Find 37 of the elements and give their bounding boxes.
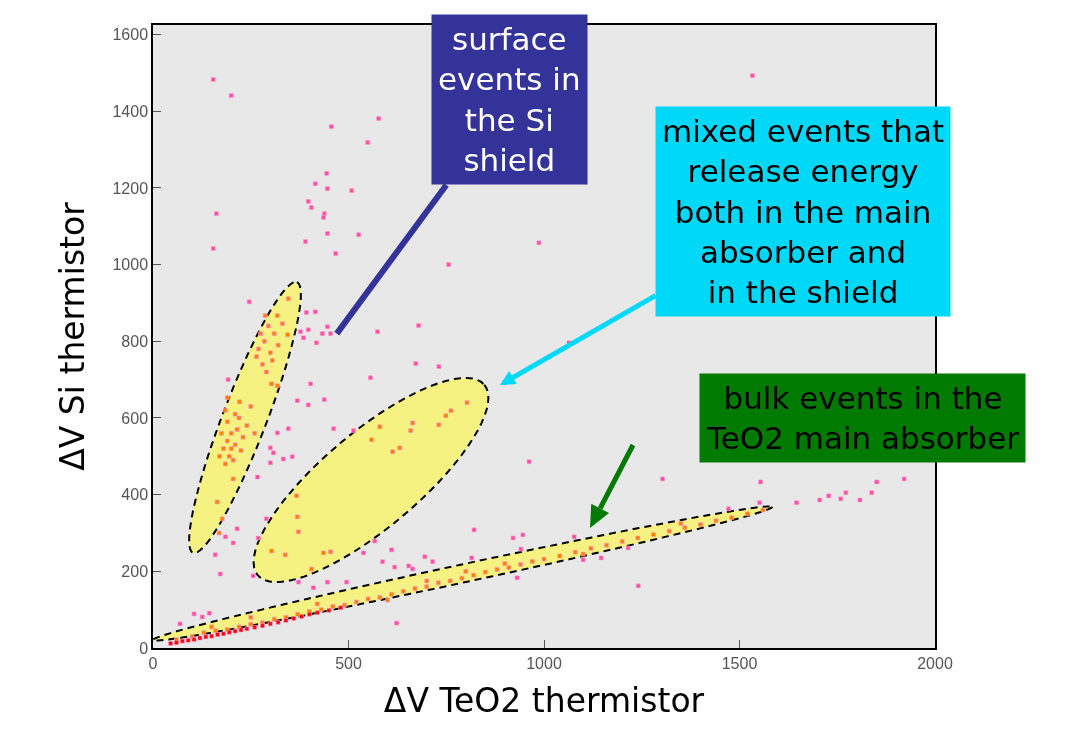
point [291,616,297,621]
point [275,620,281,625]
point [260,623,265,629]
x-axis-title: ΔV TeO2 thermistor [383,681,705,721]
point [209,633,214,639]
y-tick-label: 800 [121,332,149,350]
x-tick-label: 1500 [721,654,758,672]
x-tick-label: 1000 [526,654,562,672]
annotation: surface events in the Si shield [438,21,581,178]
point [232,628,238,634]
point [314,610,320,616]
y-tick-label: 600 [121,409,149,427]
point [185,638,191,643]
point [299,614,304,619]
y-tick-label: 1600 [112,26,149,44]
y-tick-label: 1400 [112,102,149,120]
x-tick-label: 2000 [917,654,953,672]
point [168,641,173,646]
point [252,625,257,630]
y-tick-label: 1200 [112,179,149,197]
y-tick-label: 200 [121,562,149,580]
point [197,635,203,641]
point [244,626,250,632]
point [180,638,185,644]
point [215,632,220,637]
y-tick-label: 1000 [112,256,149,274]
point [203,634,209,640]
y-tick-label: 400 [121,486,149,504]
point [338,605,343,611]
point [221,631,226,637]
annotation: bulk events in the TeO2 main absorber [706,380,1020,457]
point [268,621,273,627]
x-tick-label: 500 [335,654,362,672]
annotation: mixed events that release energy both in the main absorber and in the shield [662,113,945,311]
y-tick-label: 0 [139,639,149,657]
point [326,608,332,613]
y-axis-title: ΔV Si thermistor [52,201,92,471]
